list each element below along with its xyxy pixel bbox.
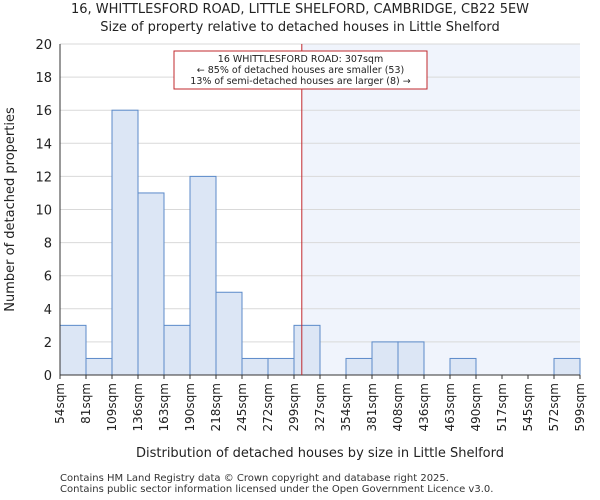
bar bbox=[215, 291, 243, 376]
x-tick-label: 299sqm bbox=[287, 383, 301, 431]
y-tick-label: 2 bbox=[44, 336, 52, 351]
x-axis-label: Distribution of detached houses by size … bbox=[136, 446, 504, 461]
x-tick-label: 109sqm bbox=[105, 383, 119, 431]
y-tick-label: 8 bbox=[44, 237, 52, 252]
bar bbox=[371, 341, 399, 376]
y-tick-label: 10 bbox=[35, 204, 52, 219]
x-tick-label: 545sqm bbox=[521, 383, 535, 431]
footer-line1: Contains HM Land Registry data © Crown c… bbox=[60, 473, 449, 484]
x-tick-label: 463sqm bbox=[443, 383, 457, 431]
annotation-text: 16 WHITTLESFORD ROAD: 307sqm bbox=[218, 54, 383, 65]
bar bbox=[189, 175, 217, 376]
bar bbox=[137, 192, 165, 376]
x-tick-label: 272sqm bbox=[261, 383, 275, 431]
bar bbox=[111, 109, 139, 376]
bar bbox=[345, 357, 373, 376]
y-tick-label: 14 bbox=[35, 137, 52, 152]
chart-title-line1: 16, WHITTLESFORD ROAD, LITTLE SHELFORD, … bbox=[70, 2, 530, 17]
x-tick-label: 436sqm bbox=[417, 383, 431, 431]
x-tick-label: 136sqm bbox=[131, 383, 145, 431]
y-tick-label: 20 bbox=[35, 38, 52, 53]
y-tick-label: 16 bbox=[35, 104, 52, 119]
bar bbox=[241, 357, 269, 376]
bar bbox=[553, 357, 581, 376]
x-tick-label: 327sqm bbox=[313, 383, 327, 431]
x-tick-label: 81sqm bbox=[79, 383, 93, 424]
y-tick-label: 0 bbox=[44, 369, 52, 384]
bar bbox=[397, 341, 425, 376]
y-tick-label: 6 bbox=[44, 270, 52, 285]
x-tick-label: 572sqm bbox=[547, 383, 561, 431]
bar bbox=[267, 357, 295, 376]
annotation-text: ← 85% of detached houses are smaller (53… bbox=[197, 65, 404, 76]
bar bbox=[85, 357, 113, 376]
x-tick-label: 190sqm bbox=[183, 383, 197, 431]
x-tick-label: 245sqm bbox=[235, 383, 249, 431]
x-tick-label: 490sqm bbox=[469, 383, 483, 431]
annotation-box bbox=[173, 50, 428, 90]
annotation-text: 13% of semi-detached houses are larger (… bbox=[190, 76, 410, 87]
x-tick-label: 218sqm bbox=[209, 383, 223, 431]
y-tick-label: 4 bbox=[44, 303, 52, 318]
x-tick-label: 599sqm bbox=[573, 383, 587, 431]
x-tick-label: 54sqm bbox=[53, 383, 67, 424]
bar bbox=[449, 357, 477, 376]
bar bbox=[293, 324, 321, 376]
bar bbox=[59, 324, 87, 376]
chart-title-line2: Size of property relative to detached ho… bbox=[100, 20, 500, 35]
y-tick-label: 12 bbox=[35, 170, 52, 185]
x-tick-label: 381sqm bbox=[365, 383, 379, 431]
footer-line2: Contains public sector information licen… bbox=[60, 484, 494, 495]
x-tick-label: 408sqm bbox=[391, 383, 405, 431]
bar bbox=[163, 324, 191, 376]
x-tick-label: 354sqm bbox=[339, 383, 353, 431]
y-axis-label: Number of detached properties bbox=[3, 107, 18, 312]
x-tick-label: 163sqm bbox=[157, 383, 171, 431]
y-tick-label: 18 bbox=[35, 71, 52, 86]
x-tick-label: 517sqm bbox=[495, 383, 509, 431]
